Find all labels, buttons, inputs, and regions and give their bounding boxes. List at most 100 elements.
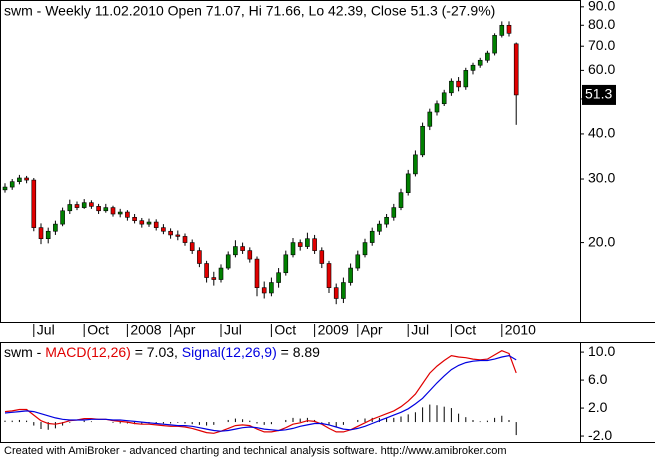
candle-body (103, 207, 109, 212)
macd-line (4, 350, 517, 434)
candle-body (477, 59, 483, 66)
candle-body (182, 236, 188, 243)
candle-body (153, 221, 159, 228)
y-tick-label: 2.0 (588, 399, 608, 415)
macd-line (4, 354, 517, 432)
candle-body (240, 246, 245, 251)
candle-body (297, 242, 303, 247)
last-price-tag (582, 84, 616, 105)
candle-body (326, 263, 332, 288)
legend-value: = 7.03, (135, 344, 178, 360)
y-tick-label: 80.0 (588, 16, 615, 32)
x-tick-label: 2008 (130, 322, 161, 338)
x-tick-label: Jul (411, 322, 429, 338)
candle-body (398, 192, 404, 208)
x-tick-label: Apr (174, 322, 196, 338)
candle-body (53, 223, 58, 232)
legend-name: MACD(12,26) (45, 344, 131, 360)
candle-body (333, 287, 339, 299)
macd-title: swm - MACD(12,26) = 7.03, Signal(12,26,9… (4, 344, 324, 360)
y-tick-label: 70.0 (588, 37, 615, 53)
x-tick-label: Oct (87, 322, 109, 338)
candle-body (305, 238, 310, 247)
candle-body (211, 277, 217, 280)
candle-body (348, 267, 353, 283)
candle-body (233, 246, 238, 256)
legend-value: = 8.89 (281, 344, 321, 360)
candle-body (405, 173, 411, 193)
footer: Created with AmiBroker - advanced charti… (4, 445, 507, 457)
candle-body (125, 211, 130, 218)
candle-body (485, 52, 490, 61)
candle-body (312, 238, 317, 251)
symbol: swm - (4, 344, 42, 360)
candle-body (2, 186, 8, 191)
candle-body (420, 125, 425, 156)
candle-body (377, 223, 382, 232)
candle-body (96, 206, 101, 212)
candle-body (24, 177, 29, 181)
candle-body (60, 210, 65, 225)
candle-body (17, 177, 22, 182)
candle-body (261, 287, 267, 294)
candle-body (161, 227, 166, 232)
candle-body (470, 64, 476, 71)
chart-title: swm - Weekly 11.02.2010 Open 71.07, Hi 7… (4, 3, 495, 19)
candle-body (449, 80, 454, 94)
candle-body (45, 230, 51, 240)
y-tick-label: 60.0 (588, 61, 615, 77)
y-tick-label: 6.0 (588, 371, 608, 387)
candle-body (175, 234, 181, 237)
candle-body (139, 220, 145, 225)
candle-body (513, 43, 519, 96)
candle-body (67, 204, 73, 212)
candle-body (117, 211, 123, 215)
candle-body (499, 24, 505, 36)
candle-body (341, 282, 346, 299)
plot-layer: 20.030.040.050.060.070.080.090.0JulOct20… (2, 0, 616, 443)
candle-body (247, 250, 253, 260)
candle-body (283, 254, 289, 274)
candle-body (132, 217, 137, 221)
candle-body (38, 227, 44, 240)
y-tick-label: 20.0 (588, 233, 615, 249)
y-tick-label: 40.0 (588, 125, 615, 141)
candle-body (463, 70, 469, 88)
candle-body (254, 258, 260, 288)
candle-body (441, 92, 447, 105)
x-tick-label: Oct (454, 322, 476, 338)
candle-body (413, 154, 418, 175)
candle-body (168, 230, 173, 236)
candle-body (456, 80, 461, 88)
candle-body (189, 242, 195, 251)
candle-body (492, 35, 497, 54)
candle-body (89, 202, 94, 207)
candle-body (276, 272, 281, 283)
candle-body (427, 111, 433, 127)
candle-body (269, 282, 274, 294)
candle-body (197, 250, 202, 264)
candle-body (319, 250, 325, 264)
candle-body (204, 263, 209, 278)
candle-body (391, 207, 397, 218)
legend-name: Signal(12,26,9) (182, 344, 277, 360)
candle-body (384, 217, 389, 225)
candle-body (506, 24, 512, 34)
x-tick-label: Oct (274, 322, 296, 338)
y-tick-label: 10.0 (588, 343, 615, 359)
candle-body (369, 230, 375, 243)
last-price-label: 51.3 (585, 86, 612, 102)
candle-body (355, 254, 361, 269)
candle-body (290, 242, 296, 256)
x-tick-label: Jul (37, 322, 55, 338)
y-tick-label: -2.0 (588, 427, 612, 443)
candle-body (218, 267, 224, 280)
candle-body (9, 181, 15, 188)
candle-body (225, 254, 231, 269)
x-tick-label: Jul (224, 322, 242, 338)
y-tick-label: 90.0 (588, 0, 615, 14)
candle-body (434, 103, 440, 113)
candle-body (146, 221, 152, 225)
